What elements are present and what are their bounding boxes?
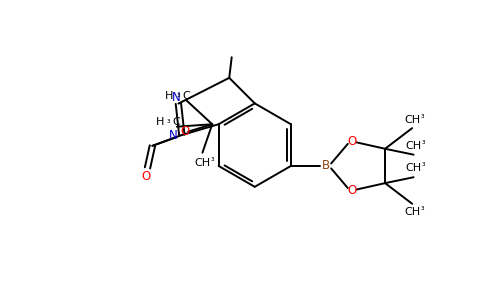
Text: O: O: [181, 124, 190, 138]
Text: C: C: [172, 117, 180, 127]
Text: ₃: ₃: [166, 116, 170, 125]
Text: ₃: ₃: [422, 159, 425, 168]
Text: N: N: [169, 128, 178, 142]
Text: CH: CH: [404, 207, 420, 217]
Text: CH: CH: [195, 158, 211, 169]
Text: ₃: ₃: [421, 203, 424, 212]
Text: ₃: ₃: [422, 137, 425, 146]
Text: ₃: ₃: [210, 154, 214, 164]
Text: CH: CH: [404, 115, 420, 125]
Text: N: N: [171, 91, 181, 104]
Text: O: O: [347, 135, 356, 148]
Text: CH: CH: [406, 164, 422, 173]
Text: CH: CH: [406, 141, 422, 151]
Text: H: H: [166, 91, 174, 101]
Text: ₃: ₃: [176, 90, 180, 99]
Text: O: O: [347, 184, 356, 197]
Text: B: B: [322, 159, 330, 172]
Text: C: C: [182, 91, 190, 101]
Text: O: O: [142, 170, 151, 183]
Text: ₃: ₃: [421, 111, 424, 120]
Text: H: H: [155, 117, 164, 127]
